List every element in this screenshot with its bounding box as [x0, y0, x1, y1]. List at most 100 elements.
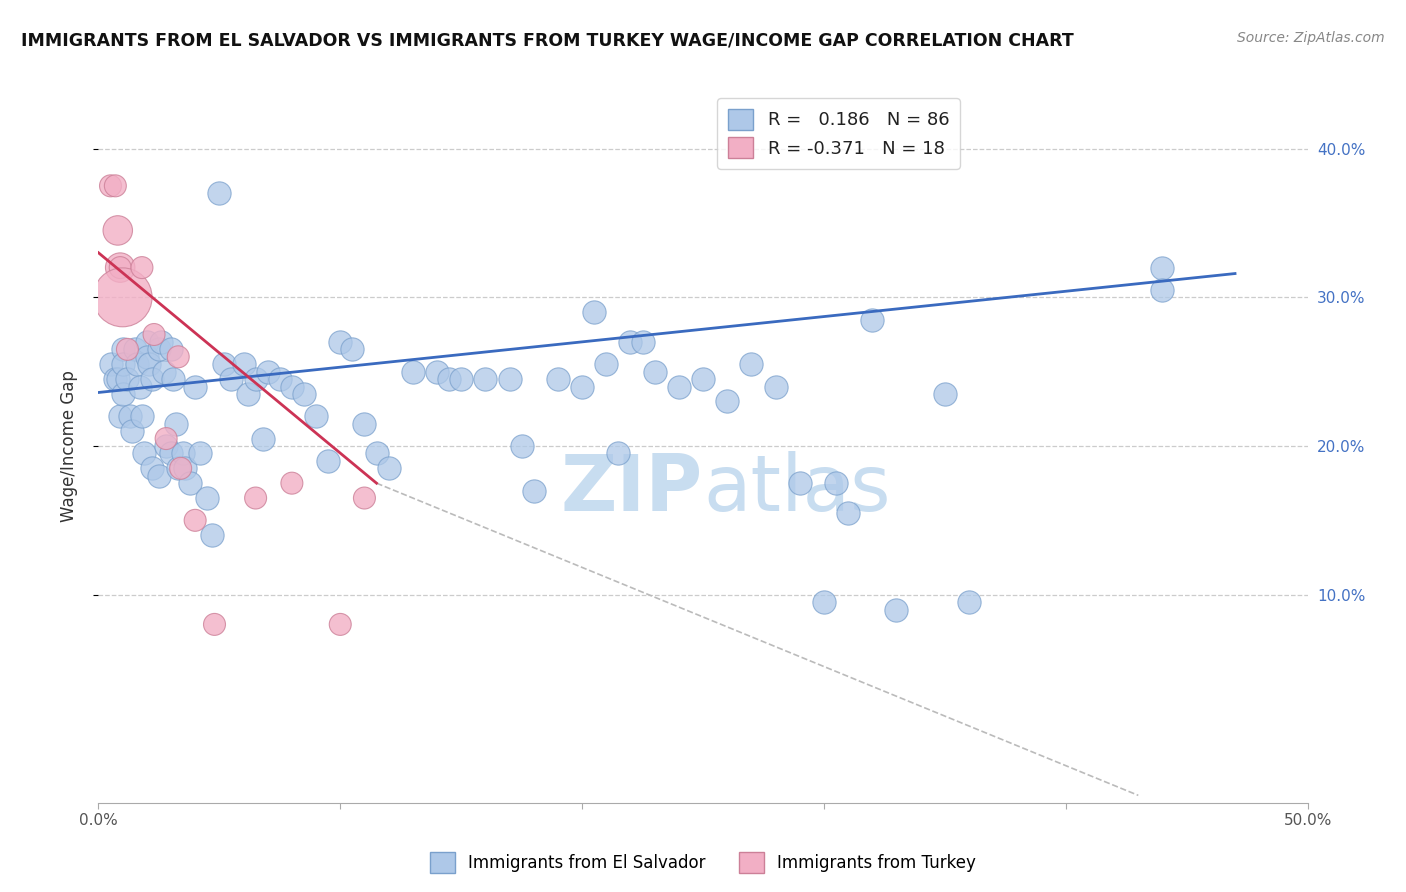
- Text: atlas: atlas: [703, 450, 890, 527]
- Point: [716, 394, 738, 409]
- Point: [474, 372, 496, 386]
- Point: [128, 379, 150, 393]
- Point: [201, 528, 224, 542]
- Point: [108, 409, 131, 424]
- Point: [281, 476, 304, 491]
- Point: [117, 343, 139, 357]
- Point: [150, 334, 173, 349]
- Point: [111, 290, 134, 304]
- Point: [174, 461, 197, 475]
- Point: [141, 372, 163, 386]
- Point: [957, 595, 980, 609]
- Point: [179, 476, 201, 491]
- Point: [245, 372, 267, 386]
- Point: [160, 446, 183, 460]
- Point: [169, 461, 191, 475]
- Point: [162, 372, 184, 386]
- Point: [100, 357, 122, 371]
- Point: [631, 334, 654, 349]
- Point: [212, 357, 235, 371]
- Point: [329, 334, 352, 349]
- Point: [668, 379, 690, 393]
- Point: [141, 461, 163, 475]
- Point: [165, 417, 187, 431]
- Point: [498, 372, 520, 386]
- Point: [111, 387, 134, 401]
- Point: [245, 491, 267, 505]
- Point: [860, 312, 883, 326]
- Point: [305, 409, 328, 424]
- Point: [619, 334, 641, 349]
- Point: [402, 365, 425, 379]
- Point: [523, 483, 546, 498]
- Point: [148, 343, 170, 357]
- Point: [366, 446, 388, 460]
- Point: [437, 372, 460, 386]
- Point: [104, 372, 127, 386]
- Point: [256, 365, 278, 379]
- Point: [118, 409, 141, 424]
- Point: [107, 223, 129, 237]
- Point: [316, 454, 339, 468]
- Point: [221, 372, 243, 386]
- Point: [117, 372, 139, 386]
- Point: [547, 372, 569, 386]
- Point: [510, 439, 533, 453]
- Point: [152, 365, 174, 379]
- Point: [127, 357, 149, 371]
- Point: [692, 372, 714, 386]
- Point: [148, 468, 170, 483]
- Point: [134, 446, 156, 460]
- Point: [155, 439, 177, 453]
- Point: [184, 379, 207, 393]
- Point: [252, 432, 274, 446]
- Point: [789, 476, 811, 491]
- Point: [100, 178, 122, 193]
- Point: [111, 357, 134, 371]
- Point: [124, 343, 146, 357]
- Point: [934, 387, 956, 401]
- Point: [204, 617, 226, 632]
- Point: [837, 506, 859, 520]
- Point: [104, 178, 127, 193]
- Point: [1152, 283, 1174, 297]
- Point: [353, 417, 375, 431]
- Point: [644, 365, 666, 379]
- Point: [886, 602, 908, 616]
- Point: [329, 617, 352, 632]
- Point: [111, 343, 134, 357]
- Point: [143, 327, 166, 342]
- Point: [353, 491, 375, 505]
- Point: [108, 260, 131, 275]
- Point: [208, 186, 231, 201]
- Point: [269, 372, 291, 386]
- Point: [155, 432, 177, 446]
- Point: [167, 461, 190, 475]
- Point: [135, 350, 157, 364]
- Text: ZIP: ZIP: [561, 450, 703, 527]
- Point: [342, 343, 364, 357]
- Point: [583, 305, 606, 319]
- Point: [195, 491, 218, 505]
- Legend: Immigrants from El Salvador, Immigrants from Turkey: Immigrants from El Salvador, Immigrants …: [423, 846, 983, 880]
- Point: [131, 260, 153, 275]
- Y-axis label: Wage/Income Gap: Wage/Income Gap: [59, 370, 77, 522]
- Point: [292, 387, 315, 401]
- Point: [131, 409, 153, 424]
- Point: [121, 424, 143, 438]
- Text: Source: ZipAtlas.com: Source: ZipAtlas.com: [1237, 31, 1385, 45]
- Point: [377, 461, 399, 475]
- Text: IMMIGRANTS FROM EL SALVADOR VS IMMIGRANTS FROM TURKEY WAGE/INCOME GAP CORRELATIO: IMMIGRANTS FROM EL SALVADOR VS IMMIGRANT…: [21, 31, 1074, 49]
- Point: [108, 260, 131, 275]
- Point: [107, 372, 129, 386]
- Point: [595, 357, 617, 371]
- Point: [138, 357, 160, 371]
- Point: [238, 387, 260, 401]
- Point: [167, 350, 190, 364]
- Point: [426, 365, 449, 379]
- Point: [765, 379, 787, 393]
- Point: [160, 343, 183, 357]
- Point: [188, 446, 211, 460]
- Point: [740, 357, 762, 371]
- Point: [450, 372, 472, 386]
